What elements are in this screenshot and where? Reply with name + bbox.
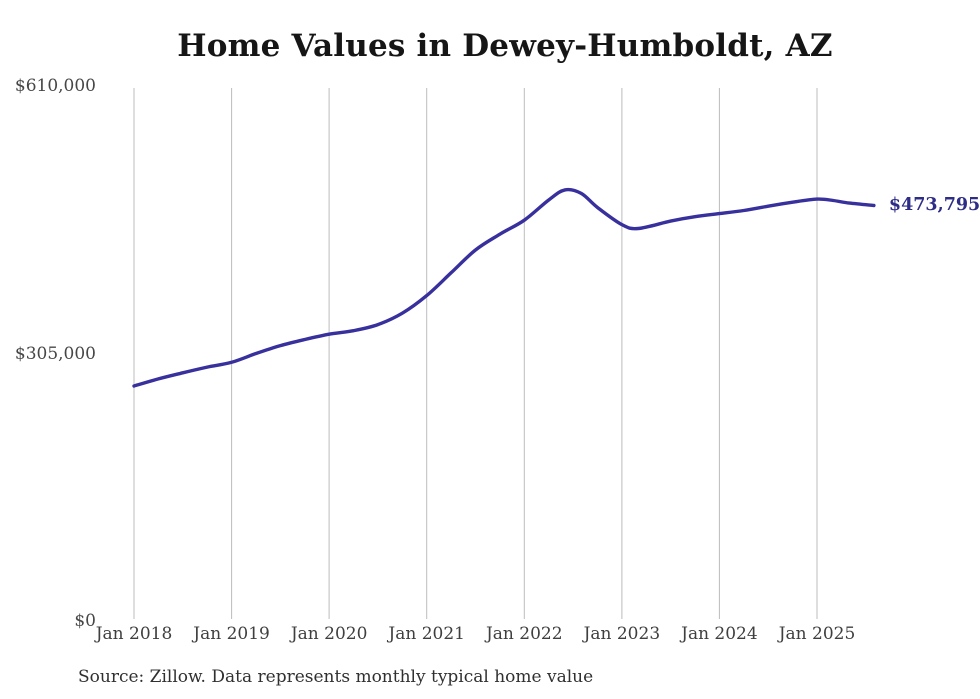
home-value-line xyxy=(132,187,876,388)
x-tick-label: Jan 2022 xyxy=(485,624,563,644)
x-tick-label: Jan 2019 xyxy=(193,624,270,644)
x-tick-label: Jan 2020 xyxy=(290,624,368,644)
x-tick-label: Jan 2025 xyxy=(778,624,856,644)
source-note: Source: Zillow. Data represents monthly … xyxy=(78,667,594,687)
latest-value-label: $473,795 xyxy=(888,195,980,216)
x-tick-label: Jan 2021 xyxy=(388,624,465,644)
y-tick-label: $610,000 xyxy=(14,76,96,96)
x-tick-label: Jan 2023 xyxy=(583,624,661,644)
chart-title: Home Values in Dewey-Humboldt, AZ xyxy=(177,28,833,64)
plot-area xyxy=(132,88,876,619)
x-tick-label: Jan 2018 xyxy=(95,624,173,644)
y-tick-label: $0 xyxy=(74,611,96,631)
x-tick-label: Jan 2024 xyxy=(681,624,758,644)
y-tick-label: $305,000 xyxy=(14,343,96,364)
